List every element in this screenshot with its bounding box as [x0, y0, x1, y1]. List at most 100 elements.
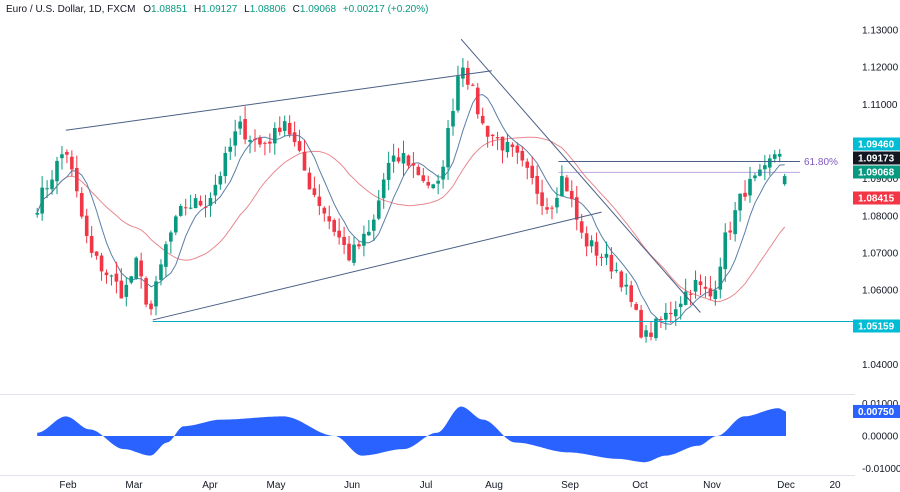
- candle-body: [555, 197, 559, 208]
- ma-slow-tag-box: [853, 191, 900, 205]
- candle-body: [302, 151, 307, 171]
- candle-body: [89, 235, 94, 253]
- candle-body: [619, 271, 624, 288]
- candle-body: [114, 273, 119, 282]
- candle-body: [480, 115, 485, 124]
- candle-body: [570, 190, 574, 200]
- time-tick-label: 20: [829, 480, 841, 491]
- candle-body: [233, 131, 237, 146]
- price-axis: 1.130001.120001.110001.100001.090001.080…: [853, 25, 900, 475]
- candle-body: [772, 154, 777, 159]
- time-tick-label: May: [267, 480, 286, 491]
- candle-body: [213, 184, 218, 196]
- candle-body: [703, 286, 708, 289]
- candle-body: [208, 198, 213, 206]
- candle-body: [183, 207, 188, 209]
- candle-body: [579, 221, 584, 233]
- candle-body: [609, 254, 614, 272]
- candle-body: [560, 176, 564, 197]
- candle-body: [466, 67, 470, 85]
- candle-body: [119, 280, 124, 299]
- candle-body: [708, 288, 713, 297]
- ma-fast-tag-label: 1.09173: [858, 154, 895, 165]
- candle-body: [60, 154, 64, 159]
- ma-slow-tag-label: 1.08415: [858, 194, 895, 205]
- oscillator-tick-label: 0.00000: [862, 432, 899, 443]
- candle-body: [456, 76, 460, 111]
- candle-body: [777, 153, 782, 157]
- candle-body: [99, 255, 104, 272]
- candle-body: [520, 150, 525, 161]
- chart-header: Euro / U.S. Dollar, 1D, FXCM O1.08851 H1…: [6, 4, 428, 15]
- candle-body: [500, 136, 505, 151]
- time-tick-label: Sep: [561, 480, 579, 491]
- candle-body: [713, 290, 718, 299]
- candle-body: [688, 293, 693, 295]
- candle-body: [654, 318, 658, 339]
- candle-body: [188, 207, 193, 209]
- moving-average-slow-line: [36, 136, 786, 303]
- candle-body: [104, 272, 109, 276]
- price-tick-label: 1.11000: [862, 100, 898, 111]
- candle-body: [644, 330, 648, 337]
- candle-body: [664, 312, 668, 320]
- candle-body: [228, 146, 233, 152]
- candle-body: [277, 127, 282, 132]
- candle-body: [396, 157, 401, 162]
- low-value: 1.08806: [250, 4, 287, 15]
- candle-body: [673, 309, 678, 317]
- time-tick-label: Nov: [703, 480, 721, 491]
- candle-body: [238, 121, 242, 129]
- candle-body: [669, 312, 673, 315]
- candle-body: [94, 251, 99, 256]
- candle-body: [154, 281, 158, 307]
- candle-body: [149, 303, 153, 310]
- candle-body: [282, 121, 287, 131]
- candle-body: [193, 198, 198, 209]
- candle-body: [45, 188, 49, 190]
- candle-body: [332, 220, 336, 232]
- price-tick-label: 1.13000: [862, 25, 899, 36]
- candle-body: [223, 152, 228, 177]
- candle-body: [490, 134, 495, 137]
- candle-body: [35, 213, 39, 215]
- candle-body: [342, 236, 346, 245]
- price-tick-label: 1.12000: [862, 63, 899, 74]
- candle-body: [475, 87, 480, 115]
- candle-body: [287, 122, 292, 135]
- candle-body: [198, 200, 203, 206]
- time-tick-label: Feb: [59, 480, 77, 491]
- candle-body: [65, 151, 69, 155]
- candle-body: [337, 230, 341, 238]
- candle-body: [248, 140, 252, 142]
- candle-body: [292, 132, 297, 143]
- candle-body: [426, 182, 431, 186]
- candle-body: [495, 137, 500, 139]
- candle-body: [530, 165, 534, 178]
- change-value: +0.00217 (+0.20%): [343, 4, 429, 15]
- candle-body: [84, 215, 89, 237]
- price-tick-label: 1.06000: [862, 286, 899, 297]
- candle-body: [406, 155, 411, 166]
- candle-body: [362, 233, 366, 246]
- candle-body: [659, 318, 663, 321]
- candle-body: [584, 233, 589, 247]
- candle-body: [446, 127, 450, 168]
- candle-body: [307, 172, 312, 190]
- high-prefix: H: [194, 4, 201, 15]
- price-tick-label: 1.09000: [862, 174, 899, 185]
- candle-body: [372, 219, 376, 231]
- candle-body: [144, 278, 148, 305]
- candle-body: [169, 232, 173, 242]
- candle-body: [431, 184, 435, 189]
- trendline-downtrend: [460, 38, 701, 313]
- oscillator-tick-label: -0.01000: [862, 464, 900, 475]
- candle-body: [203, 206, 208, 208]
- candle-body: [386, 162, 391, 180]
- candle-body: [698, 281, 703, 286]
- oscillator-value-tag-label: 0.00750: [858, 407, 895, 418]
- candle-body: [139, 260, 143, 277]
- candle-body: [40, 187, 44, 214]
- time-tick-label: Mar: [125, 480, 143, 491]
- time-axis: Feb Mar Apr May Jun Jul Aug Sep Oct Nov Dec 20: [59, 480, 841, 491]
